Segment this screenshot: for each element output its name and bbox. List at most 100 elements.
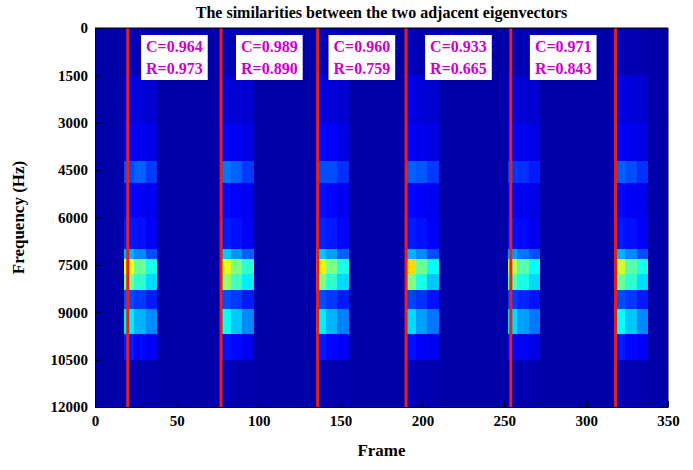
tick-mark (341, 401, 342, 407)
heatmap-cell (157, 259, 221, 275)
heatmap-cell (157, 274, 221, 290)
heatmap-cell (221, 218, 231, 250)
annotation-text: R=0.665 (430, 60, 487, 77)
heatmap-cell (146, 249, 158, 259)
heatmap-cell (231, 218, 243, 250)
heatmap-cell (439, 249, 508, 259)
heatmap-cell (540, 259, 616, 275)
heatmap-cell (254, 290, 317, 309)
heatmap-cell (349, 334, 407, 360)
heatmap-cell (254, 183, 317, 218)
heatmap-cell (157, 123, 221, 161)
annotation-text: C=0.971 (535, 38, 592, 55)
heatmap-cell (157, 218, 221, 250)
tick-label: 50 (170, 413, 185, 429)
heatmap-cell (95, 290, 125, 309)
heatmap-cell (616, 218, 626, 250)
heatmap-cell (146, 123, 158, 161)
heatmap-cell (134, 75, 146, 123)
heatmap-cell (625, 274, 637, 290)
heatmap-cell (242, 309, 254, 335)
heatmap-cell (427, 218, 439, 250)
heatmap-cell (529, 309, 541, 335)
heatmap-cell (221, 28, 231, 76)
heatmap-cell (416, 249, 428, 259)
boundary-line (126, 28, 129, 407)
heatmap-cell (540, 360, 616, 407)
heatmap-cell (637, 161, 649, 184)
heatmap-cell (416, 274, 428, 290)
heatmap-cell (254, 259, 317, 275)
tick: 9000 (58, 305, 101, 321)
heatmap-cell (427, 274, 439, 290)
heatmap-cell (625, 309, 637, 335)
heatmap-cell (337, 75, 349, 123)
heatmap-cell (124, 183, 134, 218)
tick-label: 250 (494, 413, 517, 429)
heatmap-cell (124, 123, 134, 161)
tick-mark (95, 312, 101, 313)
tick: 7500 (58, 257, 101, 273)
heatmap-cell (439, 309, 508, 335)
heatmap-cell (517, 161, 529, 184)
tick-label: 7500 (58, 257, 88, 273)
heatmap-cell (508, 28, 518, 76)
tick: 250 (494, 401, 517, 429)
heatmap-cell (124, 360, 134, 407)
heatmap-cell (242, 123, 254, 161)
heatmap-cell (95, 75, 125, 123)
heatmap-cell (326, 75, 338, 123)
heatmap-cell (242, 161, 254, 184)
heatmap-cell (134, 249, 146, 259)
tick-mark (422, 401, 423, 407)
annotation-box (425, 35, 492, 80)
frame (668, 28, 669, 407)
heatmap-cell (146, 274, 158, 290)
heatmap-cell (157, 183, 221, 218)
tick-mark (177, 401, 178, 407)
annotation-text: R=0.759 (334, 60, 391, 77)
heatmap-cell (231, 123, 243, 161)
heatmap-cell (637, 75, 649, 123)
heatmap-cell (242, 290, 254, 309)
heatmap-cell (349, 123, 407, 161)
heatmap-cell (616, 334, 626, 360)
annotation-text: R=0.973 (146, 60, 203, 77)
heatmap-cell (221, 161, 231, 184)
tick-mark (95, 407, 101, 408)
heatmap-cell (337, 334, 349, 360)
heatmap-cell (254, 309, 317, 335)
plot-area (95, 28, 668, 407)
boundary-line (316, 28, 319, 407)
heatmap-cell (254, 123, 317, 161)
heatmap-cell (157, 360, 221, 407)
boundary-line (405, 28, 408, 407)
heatmap-cell (337, 309, 349, 335)
heatmap-cell (427, 290, 439, 309)
tick-mark (95, 170, 101, 171)
heatmap-cell (517, 183, 529, 218)
tick: 200 (412, 401, 435, 429)
heatmap-cell (349, 360, 407, 407)
heatmap-cell (529, 161, 541, 184)
heatmap-cell (427, 123, 439, 161)
heatmap-cell (221, 290, 231, 309)
axis-line (96, 407, 669, 408)
tick-label: 200 (412, 413, 435, 429)
heatmap-cell (337, 290, 349, 309)
heatmap-cell (517, 274, 529, 290)
annotation: C=0.933R=0.665 (425, 35, 492, 80)
heatmap-cell (406, 309, 416, 335)
y-axis: 01500300045006000750090001050012000 (51, 20, 102, 415)
heatmap-cell (427, 360, 439, 407)
heatmap-cell (221, 183, 231, 218)
heatmap-cell (439, 360, 508, 407)
heatmap-cell (517, 75, 529, 123)
heatmap-cell (616, 183, 626, 218)
heatmap-cell (254, 218, 317, 250)
tick: 350 (657, 401, 680, 429)
heatmap-cell (231, 183, 243, 218)
heatmap-cell (406, 274, 416, 290)
heatmap-cell (540, 75, 616, 123)
heatmap-cell (95, 334, 125, 360)
